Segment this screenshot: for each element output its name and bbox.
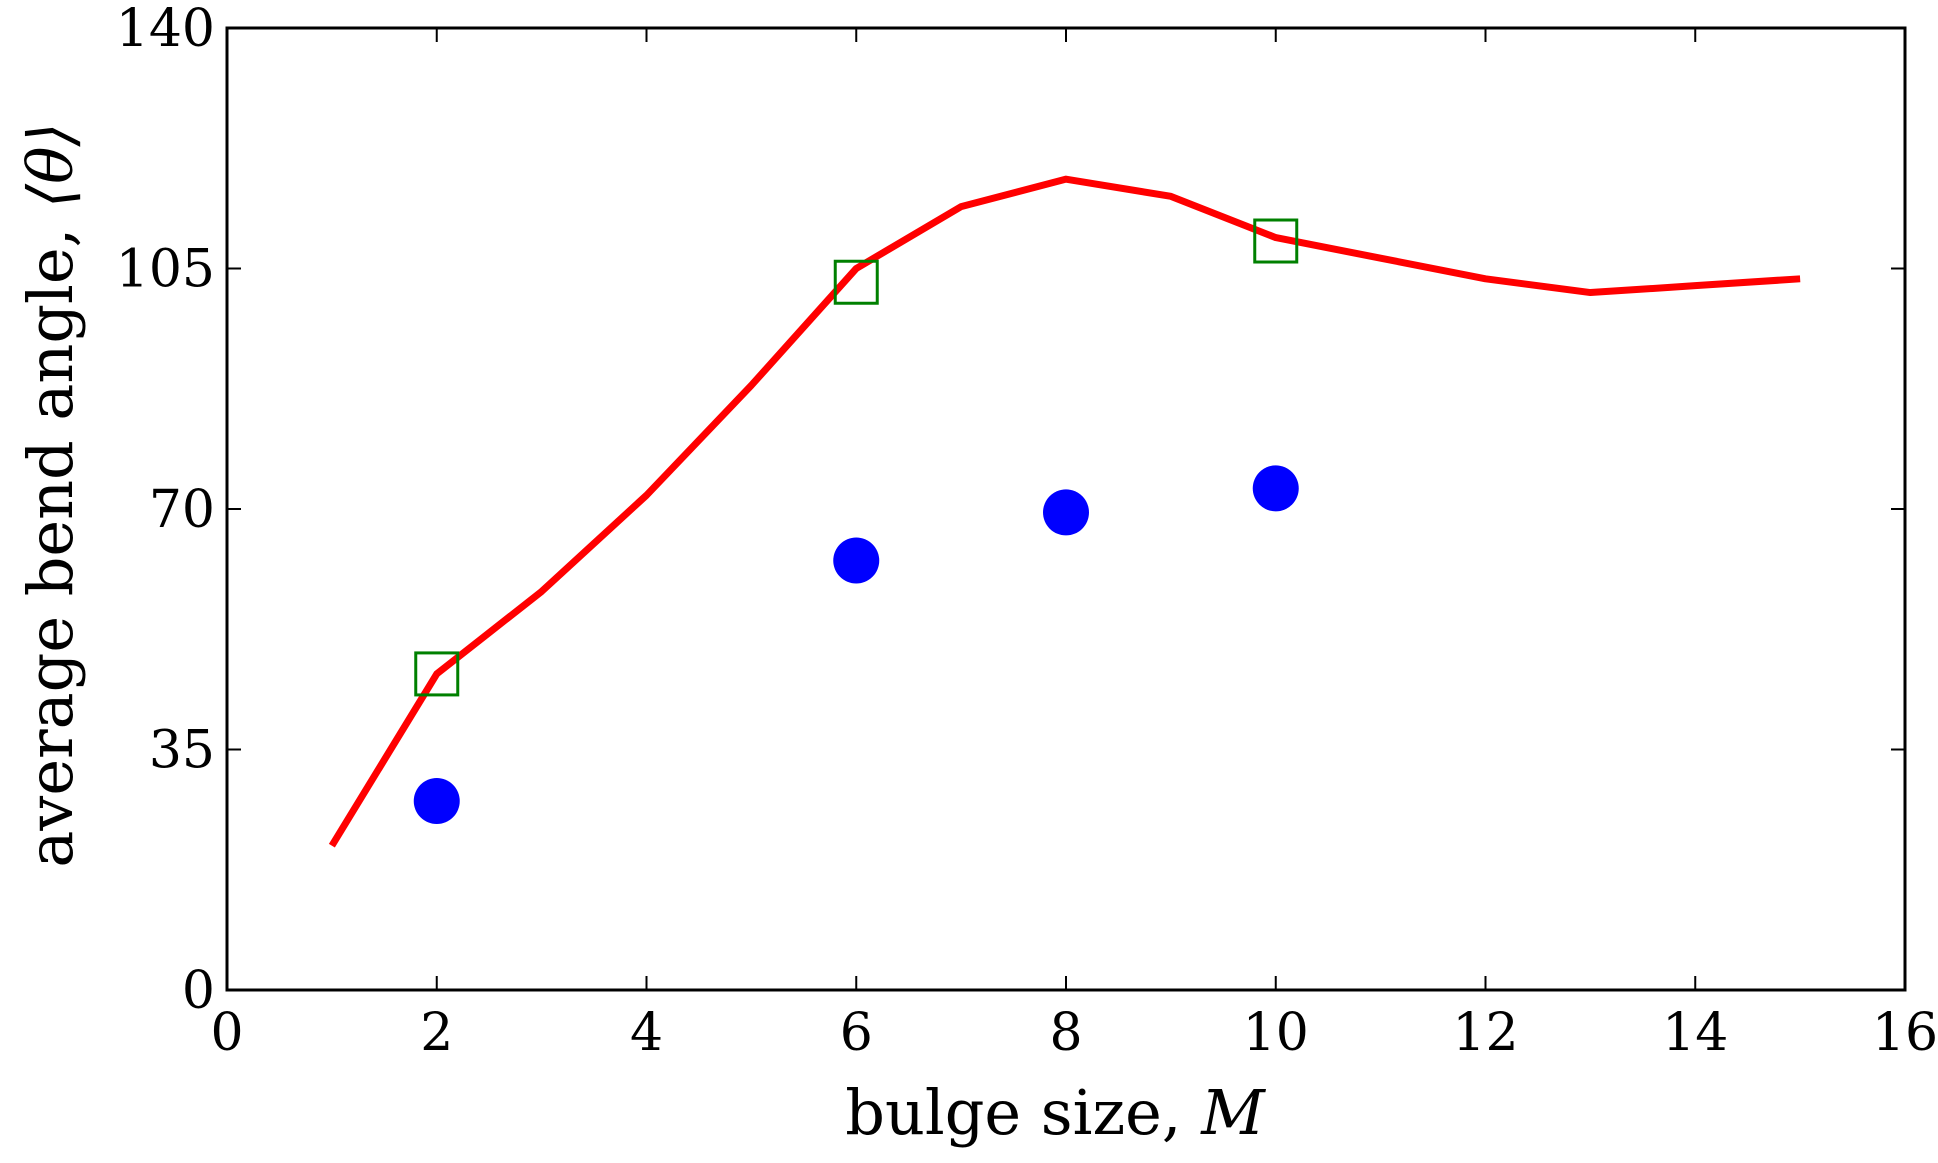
x-tick-label: 14 (1662, 1003, 1728, 1063)
circle-marker (1252, 465, 1299, 512)
x-axis-ticks: 0 2 4 6 8 10 12 14 16 (210, 28, 1938, 1063)
x-tick-label: 0 (210, 1003, 243, 1063)
y-tick-label: 0 (182, 961, 215, 1021)
y-axis-label: average bend angle, ⟨θ⟩ (14, 122, 87, 867)
circle-marker (1043, 489, 1089, 536)
x-tick-label: 8 (1049, 1003, 1082, 1063)
plot-frame (225, 26, 1907, 992)
y-tick-label: 35 (149, 721, 215, 781)
x-tick-label: 12 (1452, 1003, 1518, 1063)
x-tick-label: 4 (630, 1003, 663, 1063)
square-marker (833, 259, 879, 305)
x-tick-label: 16 (1872, 1003, 1938, 1063)
square-marker (1253, 218, 1299, 264)
circle-marker (833, 537, 880, 584)
y-axis-ticks: 0 35 70 105 140 (116, 0, 1905, 1021)
y-tick-label: 105 (116, 240, 215, 300)
y-tick-label: 140 (116, 0, 215, 59)
square-marker (414, 651, 460, 697)
y-tick-label: 70 (149, 480, 215, 540)
x-axis-label: bulge size, M (845, 1076, 1266, 1149)
x-tick-label: 10 (1243, 1003, 1309, 1063)
x-tick-label: 2 (420, 1003, 453, 1063)
series-line (328, 175, 1801, 848)
plot-area (328, 175, 1801, 848)
circle-marker (413, 778, 460, 825)
x-tick-label: 6 (840, 1003, 873, 1063)
